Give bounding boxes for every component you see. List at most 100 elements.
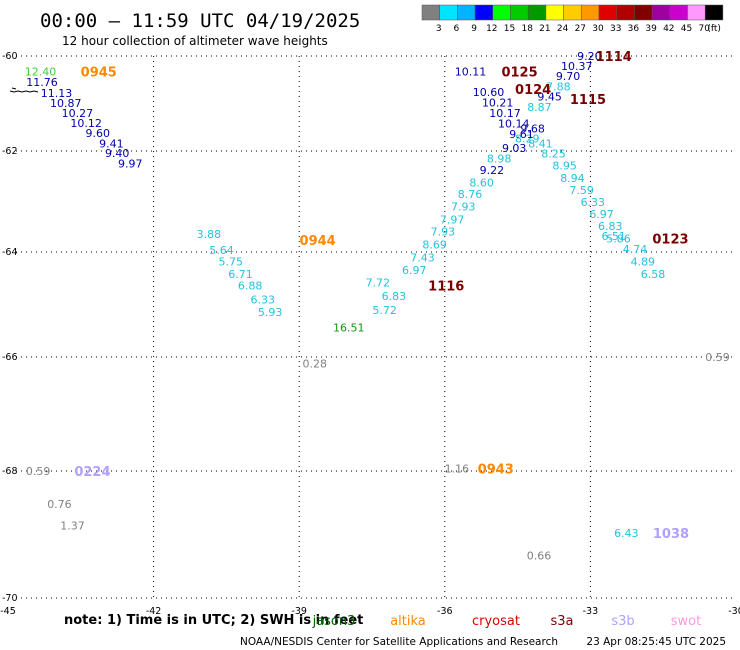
swh-value: 10.37 [561, 60, 593, 73]
swh-value: 3.88 [197, 228, 222, 241]
swh-value: 11.13 [41, 87, 73, 100]
lon-label: -45 [0, 606, 16, 617]
legend-swatch [510, 4, 529, 21]
coastline-line [9, 90, 39, 93]
swh-value: 8.76 [458, 188, 483, 201]
swh-value: 6.43 [614, 527, 639, 540]
lat-lon-grid: -45 -42 -39 -36 -33 -30 -60 -62 -64 -66 -68 -70 [0, 51, 740, 617]
legend-label: 15 [504, 24, 515, 34]
pass-time-label: 1114 [596, 50, 632, 65]
legend-swatch [457, 4, 476, 21]
lon-label: -33 [583, 606, 599, 617]
swh-value: 8.25 [541, 148, 566, 161]
pass-time-labels: 0945 0944 1116 0125 0124 1114 1115 0123 0224 0943… [74, 50, 689, 542]
swh-value: 9.40 [105, 147, 130, 160]
legend-label: 24 [557, 24, 569, 34]
swh-value: 6.71 [228, 268, 253, 281]
legend-swatch [439, 4, 458, 21]
lat-label: -64 [2, 247, 18, 258]
swh-value: 10.12 [70, 117, 102, 130]
pass-time-label: 0945 [81, 66, 117, 81]
swh-value: 1.16 [445, 463, 470, 476]
footer-timestamp: 23 Apr 08:25:45 UTC 2025 [586, 636, 726, 648]
legend-label: 12 [486, 24, 497, 34]
swh-value: 12.40 [25, 66, 57, 79]
legend-swatch [669, 4, 688, 21]
swh-value: 1.37 [60, 520, 85, 533]
swh-value: 8.98 [487, 153, 512, 166]
swh-value: 9.61 [509, 128, 534, 141]
swh-value: 9.20 [577, 50, 602, 63]
legend-label: 21 [539, 24, 550, 34]
swh-value: 0.76 [47, 498, 72, 511]
legend-swatch [687, 4, 706, 21]
swh-value: 8.94 [560, 172, 585, 185]
legend-label: 42 [663, 24, 674, 34]
legend-label: 39 [645, 24, 657, 34]
swh-value: 10.11 [455, 66, 487, 79]
swh-value: 6.33 [581, 196, 606, 209]
swh-value: 7.93 [431, 225, 456, 238]
legend-label: 70 [698, 24, 710, 34]
legend-label: 36 [628, 24, 640, 34]
swh-value: 8.69 [422, 238, 447, 251]
swh-value: 0.59 [705, 351, 730, 364]
lon-label: -30 [728, 606, 740, 617]
swh-value: 7.59 [569, 184, 594, 197]
footer-note: note: 1) Time is in UTC; 2) SWH is in fe… [64, 613, 363, 628]
swh-value: 9.41 [99, 137, 124, 150]
swh-value: 9.70 [556, 70, 581, 83]
swh-value: 7.97 [440, 214, 465, 227]
legend-swatch [545, 4, 564, 21]
swh-value: 7.43 [410, 251, 435, 264]
swh-value: 9.45 [537, 90, 562, 103]
swh-value: 8.87 [527, 101, 552, 114]
coastline-fragment [9, 87, 39, 93]
legend-swatch [474, 4, 494, 21]
swh-value: 4.89 [631, 255, 656, 268]
legend-swatch [421, 4, 440, 21]
satellite-legend: jason3 altika cryosat s3a s3b swot [312, 614, 702, 629]
legend-swatch [563, 4, 582, 21]
pass-time-label: 0123 [652, 232, 688, 247]
swh-value: 5.75 [219, 255, 244, 268]
legend-swatch [527, 4, 547, 21]
swh-value: 9.03 [502, 142, 527, 155]
swh-value: 8.41 [528, 137, 553, 150]
pass-time-label: 0943 [478, 463, 514, 478]
legend-swatch [581, 4, 600, 21]
swh-value: 7.72 [366, 276, 391, 289]
swh-value: 10.17 [489, 107, 521, 120]
pass-time-label: 0125 [501, 66, 537, 81]
swh-value: 10.27 [62, 107, 94, 120]
lat-label: -62 [2, 146, 18, 157]
pass-time-label: 1038 [653, 527, 689, 542]
swh-value: 9.60 [86, 127, 111, 140]
lon-label: -36 [437, 606, 453, 617]
legend-label: 45 [681, 24, 692, 34]
legend-unit: (ft) [707, 24, 721, 34]
pass-time-label: 0124 [515, 83, 551, 98]
legend-label: 27 [575, 24, 586, 34]
swh-value: 5.93 [258, 306, 283, 319]
legend-label: 33 [610, 24, 621, 34]
swh-value: 0.66 [527, 549, 552, 562]
swh-value: 0.59 [26, 465, 51, 478]
swh-value: 11.76 [26, 76, 58, 89]
pass-time-label: 0224 [74, 465, 110, 480]
swh-value: 16.51 [333, 322, 365, 335]
legend-swatch [598, 4, 617, 21]
swh-value: 6.97 [402, 264, 427, 277]
lat-label: -60 [2, 51, 18, 62]
swh-value: 8.29 [515, 133, 540, 146]
swh-value: 5.72 [372, 304, 397, 317]
lat-label: -66 [2, 352, 18, 363]
swh-values: 12.4011.7611.1310.8710.2710.129.609.419.… [25, 50, 730, 562]
satellite-name: altika [390, 614, 426, 629]
swh-value: 6.58 [641, 268, 666, 281]
legend-swatch [492, 4, 511, 21]
footer-credit: NOAA/NESDIS Center for Satellite Applica… [240, 636, 558, 648]
lon-label: -39 [291, 606, 307, 617]
